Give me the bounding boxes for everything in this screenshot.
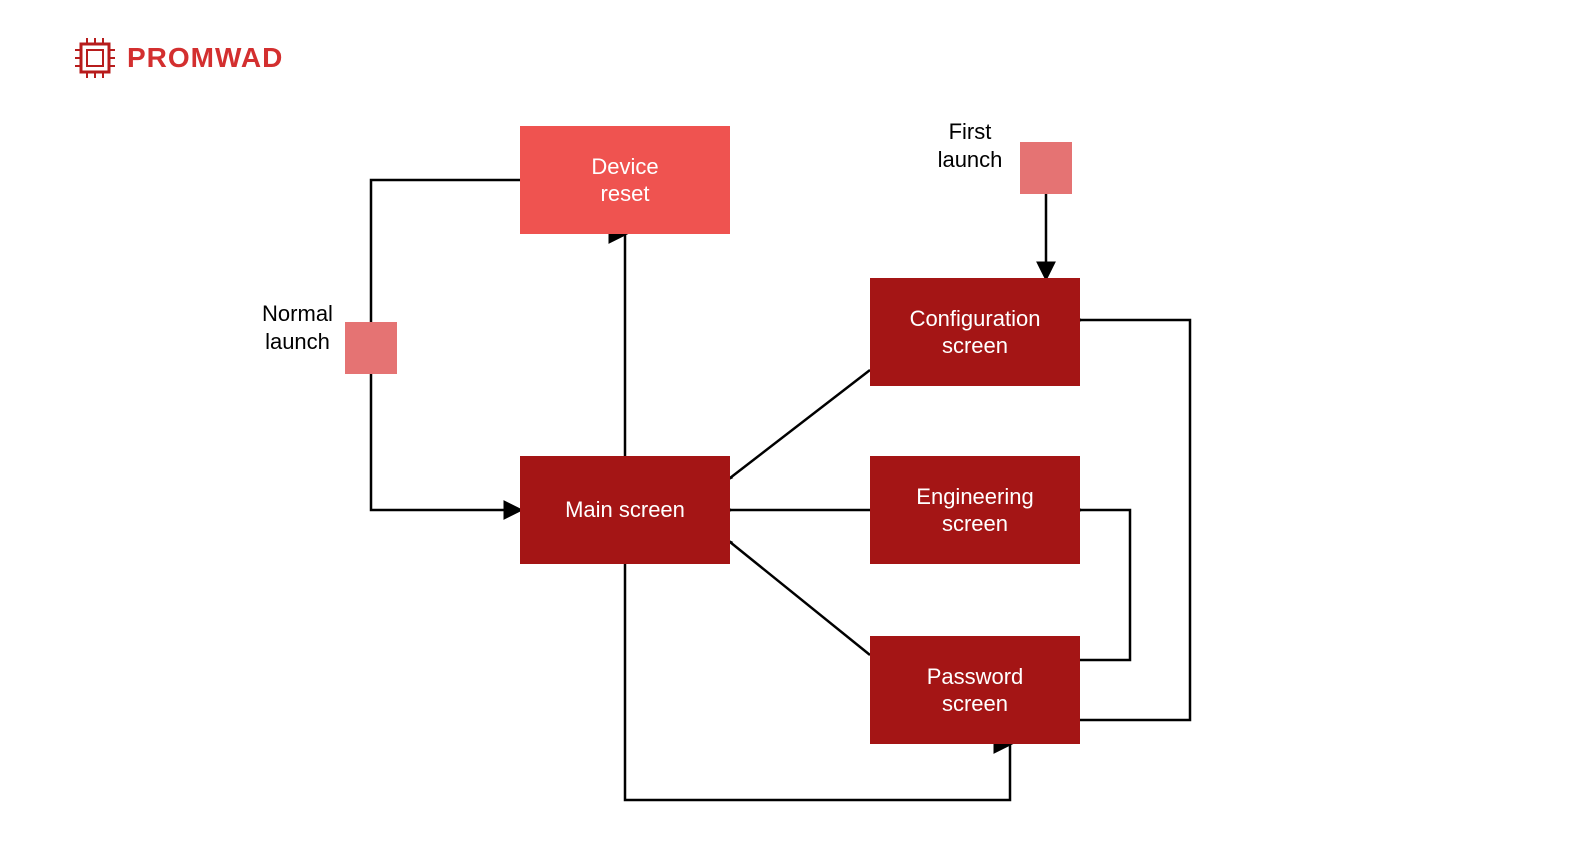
edge-pwd_screen-to-config_screen: [1080, 320, 1190, 720]
node-config_screen: Configurationscreen: [870, 278, 1080, 386]
edge-config_screen-to-main_screen: [730, 370, 870, 478]
edge-device_reset-to-normal_loop: [371, 180, 520, 322]
node-pwd_screen: Passwordscreen: [870, 636, 1080, 744]
edge-pwd_screen-to-eng_screen: [1080, 510, 1130, 660]
flowchart-edges: [0, 0, 1580, 858]
edge-pwd_screen-to-main_screen: [730, 542, 870, 655]
chip-icon: [75, 38, 115, 78]
brand-logo: PROMWAD: [75, 38, 283, 78]
brand-name: PROMWAD: [127, 42, 283, 74]
edge-normal_launch_m-to-main_screen: [371, 374, 520, 510]
node-eng_screen: Engineeringscreen: [870, 456, 1080, 564]
node-first_launch_m: [1020, 142, 1072, 194]
label-first_launch_lbl: Firstlaunch: [930, 118, 1010, 173]
label-normal_launch_lbl: Normallaunch: [255, 300, 340, 355]
node-main_screen: Main screen: [520, 456, 730, 564]
node-device_reset: Devicereset: [520, 126, 730, 234]
node-normal_launch_m: [345, 322, 397, 374]
